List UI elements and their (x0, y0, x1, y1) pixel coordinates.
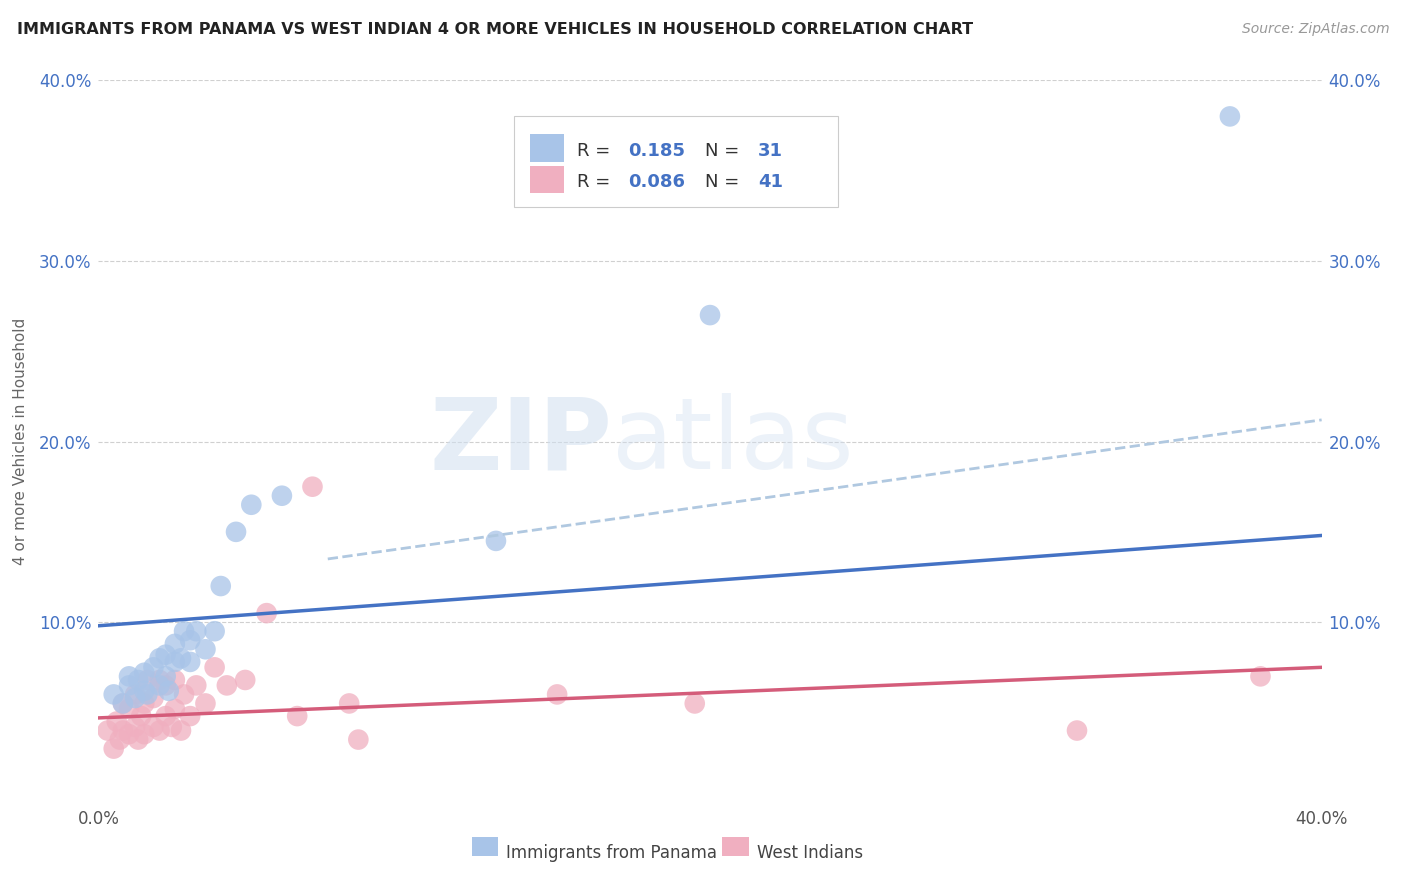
Text: N =: N = (706, 173, 745, 191)
Point (134, 697, 156, 711)
Point (149, 678, 172, 692)
Text: atlas: atlas (612, 393, 853, 490)
Point (485, 533, 508, 548)
FancyBboxPatch shape (515, 117, 838, 207)
Point (186, 678, 208, 692)
Point (240, 498, 263, 512)
Point (111, 697, 134, 711)
Point (173, 624, 195, 639)
Point (186, 624, 208, 639)
Point (699, 308, 721, 322)
Text: 0.185: 0.185 (628, 142, 685, 160)
Point (173, 687, 195, 701)
Point (118, 727, 141, 741)
Point (111, 697, 134, 711)
Point (179, 709, 201, 723)
Point (124, 720, 146, 734)
Point (134, 665, 156, 680)
Point (194, 642, 217, 657)
Point (149, 651, 172, 665)
Point (108, 732, 131, 747)
Bar (530, 135, 564, 162)
Point (163, 702, 186, 716)
Text: West Indians: West Indians (756, 844, 863, 862)
Point (215, 678, 238, 692)
Point (124, 687, 146, 701)
Point (124, 691, 146, 706)
Point (270, 489, 292, 503)
Point (134, 727, 156, 741)
Text: ZIP: ZIP (429, 393, 612, 490)
Point (155, 709, 177, 723)
Text: R =: R = (576, 173, 616, 191)
Point (546, 687, 568, 701)
Point (127, 732, 149, 747)
Point (170, 723, 193, 738)
Point (209, 579, 232, 593)
Text: 41: 41 (758, 173, 783, 191)
Point (142, 660, 165, 674)
Point (233, 673, 256, 687)
Point (179, 633, 201, 648)
Point (256, 606, 278, 620)
Point (157, 683, 180, 698)
Bar (723, 838, 749, 855)
Y-axis label: 4 or more Vehicles in Household: 4 or more Vehicles in Household (13, 318, 28, 566)
Point (1249, 669, 1271, 683)
Point (683, 697, 706, 711)
Point (163, 637, 186, 651)
Point (204, 660, 226, 674)
Point (118, 669, 141, 683)
Point (127, 673, 149, 687)
Point (179, 655, 201, 669)
Point (136, 687, 159, 701)
Point (163, 673, 186, 687)
Text: 31: 31 (758, 142, 783, 160)
Point (118, 678, 141, 692)
Text: R =: R = (576, 142, 616, 160)
Point (103, 687, 125, 701)
Point (142, 720, 165, 734)
Point (160, 720, 183, 734)
Point (1066, 723, 1088, 738)
Point (163, 655, 186, 669)
Point (347, 732, 370, 747)
Point (155, 669, 177, 683)
Point (142, 691, 165, 706)
Point (155, 648, 177, 662)
Text: Source: ZipAtlas.com: Source: ZipAtlas.com (1241, 22, 1389, 37)
Point (285, 709, 308, 723)
Bar (471, 838, 498, 855)
Point (97, 723, 120, 738)
Point (136, 673, 159, 687)
Point (194, 697, 217, 711)
Text: 0.086: 0.086 (628, 173, 685, 191)
Point (337, 697, 360, 711)
Point (134, 683, 156, 698)
Point (225, 524, 247, 539)
Text: IMMIGRANTS FROM PANAMA VS WEST INDIAN 4 OR MORE VEHICLES IN HOUSEHOLD CORRELATIO: IMMIGRANTS FROM PANAMA VS WEST INDIAN 4 … (17, 22, 973, 37)
Point (149, 723, 172, 738)
Point (105, 714, 128, 729)
Point (155, 678, 177, 692)
Point (301, 480, 323, 494)
Point (111, 723, 134, 738)
Bar (530, 166, 564, 193)
Point (204, 624, 226, 639)
Text: N =: N = (706, 142, 745, 160)
Text: Immigrants from Panama: Immigrants from Panama (506, 844, 717, 862)
Point (118, 702, 141, 716)
Point (103, 741, 125, 756)
Point (129, 709, 152, 723)
Point (1219, 109, 1241, 123)
Point (170, 651, 193, 665)
Point (149, 673, 172, 687)
